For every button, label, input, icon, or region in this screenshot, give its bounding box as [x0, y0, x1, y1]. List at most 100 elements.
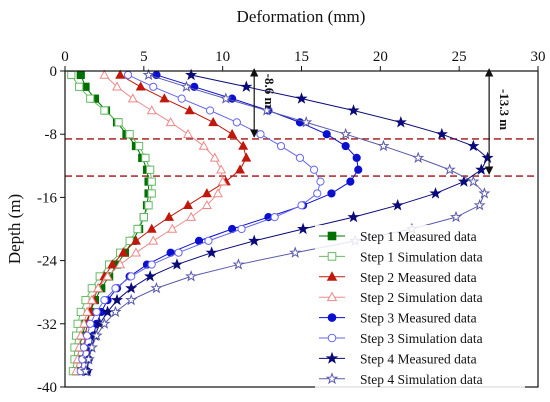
- legend-label: Step 3 Measured data: [360, 311, 477, 326]
- data-point: [144, 270, 157, 282]
- data-point: [295, 153, 305, 162]
- data-point: [82, 352, 95, 365]
- data-point: [201, 199, 212, 210]
- data-point: [182, 199, 193, 210]
- data-point: [327, 252, 337, 261]
- x-tick-label: 5: [140, 49, 148, 65]
- data-point: [232, 258, 245, 270]
- data-point: [209, 152, 220, 162]
- legend-item: Step 2 Measured data: [319, 270, 477, 285]
- data-point: [86, 319, 95, 328]
- data-point: [240, 80, 253, 92]
- x-tick-label: 25: [452, 49, 467, 65]
- data-point: [185, 68, 198, 81]
- x-tick-label: 10: [215, 49, 230, 65]
- data-point: [238, 140, 249, 150]
- data-point: [144, 201, 153, 210]
- data-point: [150, 281, 163, 294]
- data-point: [127, 272, 136, 281]
- data-point: [201, 188, 212, 198]
- data-point: [147, 260, 156, 269]
- data-point: [205, 106, 215, 115]
- data-point: [184, 105, 195, 115]
- data-point: [174, 248, 183, 257]
- y-tick-label: -32: [37, 317, 57, 333]
- data-point: [82, 331, 92, 340]
- x-tick-label: 0: [61, 49, 69, 65]
- data-point: [313, 189, 322, 198]
- data-point: [165, 116, 176, 127]
- data-point: [219, 92, 232, 104]
- data-point: [79, 343, 89, 352]
- x-tick-label: 15: [294, 49, 309, 65]
- data-point: [475, 163, 488, 175]
- data-point: [297, 222, 310, 235]
- reference-lines: [65, 138, 538, 177]
- data-point: [125, 281, 138, 294]
- data-point: [327, 189, 336, 198]
- data-point: [326, 271, 338, 281]
- data-point: [111, 284, 120, 293]
- data-point: [170, 258, 183, 270]
- data-point: [212, 188, 223, 198]
- data-point: [326, 291, 338, 302]
- data-point: [98, 317, 111, 329]
- data-point: [141, 153, 150, 163]
- legend-label: Step 2 Simulation data: [360, 290, 483, 305]
- data-point: [325, 351, 339, 364]
- y-tick-label: 0: [50, 64, 58, 80]
- x-tick-label: 20: [373, 49, 388, 65]
- data-point: [114, 118, 123, 127]
- data-point: [177, 94, 186, 103]
- data-point: [130, 235, 141, 245]
- data-point: [147, 177, 156, 186]
- data-point: [216, 164, 227, 174]
- data-point: [354, 165, 363, 174]
- data-point: [99, 69, 110, 79]
- legend-label: Step 3 Simulation data: [360, 331, 483, 346]
- y-tick-label: -8: [45, 127, 58, 143]
- data-point: [186, 211, 197, 221]
- data-point: [339, 127, 352, 140]
- data-point: [208, 116, 219, 127]
- data-point: [127, 93, 138, 103]
- data-point: [123, 70, 133, 80]
- data-point: [147, 189, 156, 198]
- data-point: [467, 175, 480, 187]
- legend-label: Step 2 Measured data: [360, 270, 477, 285]
- data-point: [429, 187, 442, 199]
- data-point: [256, 130, 265, 139]
- data-point: [449, 210, 463, 223]
- data-point: [297, 201, 306, 210]
- legend-item: Step 3 Measured data: [319, 311, 477, 326]
- data-point: [118, 247, 129, 257]
- data-point: [248, 234, 261, 246]
- data-point: [100, 106, 109, 115]
- x-tick-label: 30: [531, 49, 546, 65]
- legend-item: Step 1 Measured data: [319, 229, 477, 244]
- data-point: [260, 104, 273, 116]
- data-point: [115, 69, 126, 79]
- data-point: [394, 115, 407, 128]
- data-point: [341, 141, 350, 151]
- data-point: [110, 293, 124, 306]
- data-point: [79, 364, 92, 377]
- data-point: [86, 294, 97, 304]
- data-point: [135, 81, 146, 91]
- data-point: [473, 198, 486, 211]
- data-point: [347, 210, 360, 223]
- legend-item: Step 4 Measured data: [319, 351, 477, 366]
- data-point: [270, 213, 279, 222]
- data-point: [295, 92, 308, 104]
- data-point: [325, 372, 339, 385]
- data-point: [76, 70, 85, 80]
- data-point: [125, 293, 138, 306]
- legend: Step 1 Measured data Step 1 Simulation da…: [315, 225, 525, 395]
- data-point: [146, 223, 157, 233]
- series-2: [67, 70, 156, 376]
- legend-item: Step 4 Simulation data: [319, 372, 483, 387]
- data-point: [78, 355, 87, 364]
- data-point: [377, 139, 390, 152]
- data-point: [205, 246, 218, 258]
